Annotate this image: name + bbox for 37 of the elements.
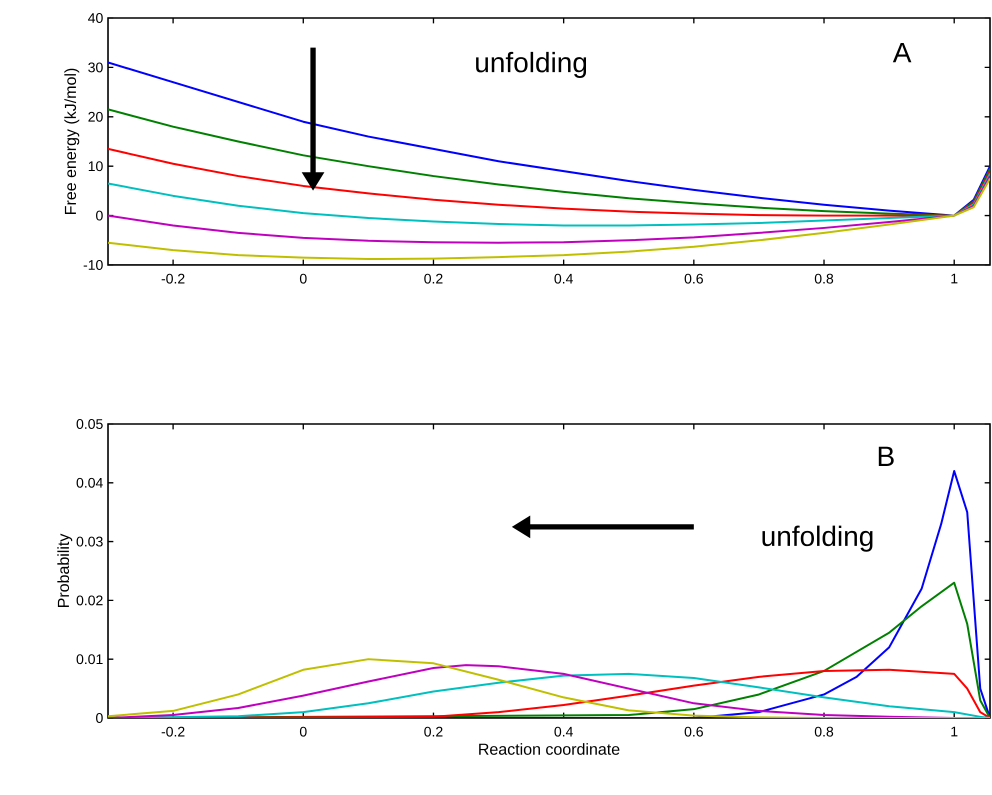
x-axis-title: Reaction coordinate — [479, 743, 620, 755]
line-series — [108, 172, 990, 226]
annotation: unfolding — [762, 526, 872, 552]
x-tick-label: 0.2 — [424, 274, 442, 284]
x-tick-label: 1 — [951, 726, 958, 736]
y-tick-label: 20 — [88, 112, 103, 122]
x-tick-label: 0 — [300, 726, 307, 737]
x-tick-label: 0.2 — [424, 726, 442, 737]
x-tick-label: 0 — [300, 274, 307, 284]
y-tick-label: 0 — [96, 210, 103, 221]
y-tick-label: 10 — [88, 161, 103, 172]
y-tick-label: 0.03 — [76, 536, 103, 547]
x-tick-label: 0.6 — [684, 726, 703, 737]
y-axis-title: Probability — [57, 534, 72, 608]
line-series — [108, 178, 990, 260]
line-series — [108, 175, 990, 244]
y-axis-title: Free energy (kJ/mol) — [64, 68, 80, 214]
y-tick-label: 0.02 — [76, 595, 103, 606]
y-tick-label: 40 — [88, 13, 103, 23]
annotation: A — [892, 42, 912, 62]
x-tick-label: 0.8 — [814, 726, 834, 737]
line-series — [108, 108, 990, 217]
x-tick-label: 0.6 — [684, 274, 703, 284]
y-tick-label: 0.04 — [76, 478, 103, 488]
x-tick-label: 0.8 — [814, 274, 834, 284]
y-tick-label: 0.05 — [76, 419, 103, 429]
x-tick-label: -0.2 — [162, 726, 184, 737]
y-tick-label: 0.01 — [76, 654, 103, 664]
y-tick-label: 0 — [96, 713, 103, 723]
x-tick-label: 0.4 — [554, 726, 573, 737]
y-tick-label: -10 — [84, 260, 103, 270]
annotation: unfolding — [476, 52, 586, 78]
x-tick-label: 0.4 — [554, 274, 573, 284]
x-tick-label: -0.2 — [162, 274, 184, 284]
y-tick-label: 30 — [88, 62, 103, 72]
annotation: B — [878, 446, 894, 466]
x-tick-label: 1 — [951, 274, 958, 284]
